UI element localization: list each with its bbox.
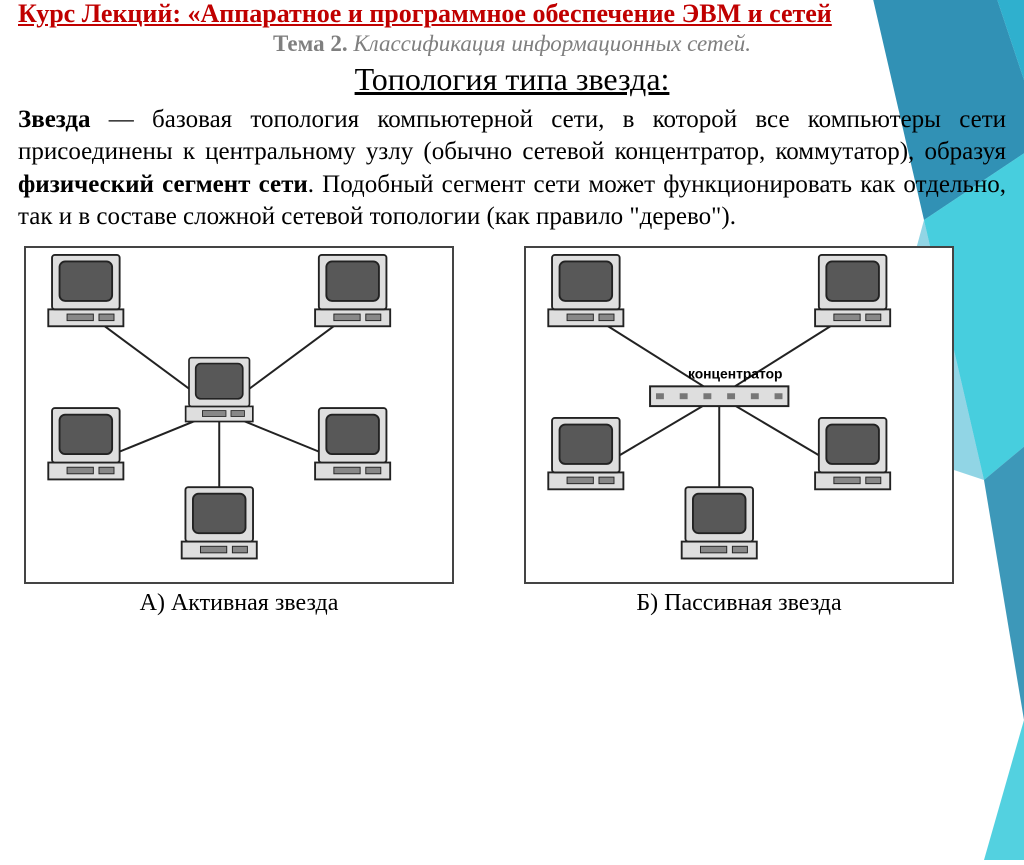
caption-b: Б) Пассивная звезда — [636, 590, 841, 617]
theme-label: Тема 2. — [273, 31, 348, 56]
course-subtitle: Тема 2. Классификация информационных сет… — [18, 31, 1006, 57]
diagram-passive-star: концентратор — [524, 246, 954, 584]
course-title: Курс Лекций: «Аппаратное и программное о… — [18, 0, 1006, 29]
caption-a: А) Активная звезда — [140, 590, 339, 617]
svg-text:концентратор: концентратор — [688, 365, 782, 381]
section-heading: Топология типа звезда: — [18, 61, 1006, 98]
term-segment: физический сегмент сети — [18, 171, 308, 198]
term-star: Звезда — [18, 106, 91, 133]
diagram-active-star — [24, 246, 454, 584]
definition-paragraph: Звезда — базовая топология компьютерной … — [18, 104, 1006, 234]
theme-text: Классификация информационных сетей. — [353, 31, 751, 56]
